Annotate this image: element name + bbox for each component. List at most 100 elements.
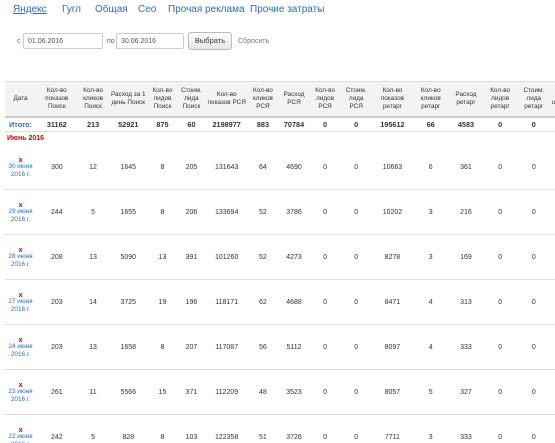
date-link[interactable]: 22 июня 2016 г. [8, 433, 33, 443]
data-cell: 169 [448, 234, 484, 280]
data-cell: 13 [550, 324, 555, 370]
nav-other-ads[interactable]: Прочая реклама [168, 4, 245, 15]
select-button[interactable]: Выбрать [188, 32, 232, 50]
data-cell: 3725 [108, 279, 148, 325]
nav-general[interactable]: Общая [95, 4, 128, 15]
nav-yandex[interactable]: Яндекс [13, 4, 47, 15]
column-header: Кол-во показов ретарг [371, 81, 414, 118]
column-header: Расход ретарг [448, 81, 484, 118]
data-cell: 62 [247, 279, 279, 325]
stats-table-container[interactable]: Дата Кол-во показов Поиск Кол-во кликов По… [5, 81, 555, 443]
delete-row-button[interactable]: x [18, 154, 23, 164]
data-cell: 0 [483, 369, 517, 415]
data-cell: 12 [77, 145, 109, 190]
table-row: x 24 июня 2016 г. 203 13 1658 8 207 117087 56 511… [5, 324, 555, 370]
date-link[interactable]: 28 июня 2016 г. [8, 253, 33, 268]
data-cell: 0 [483, 234, 517, 280]
column-header: Сред цена лид [550, 81, 555, 118]
date-link[interactable]: 30 июня 2016 г. [8, 163, 33, 178]
data-cell: 205 [176, 145, 206, 190]
data-cell: 0 [483, 414, 517, 443]
data-cell: 0 [309, 279, 341, 325]
date-link[interactable]: 23 июня 2016 г. [8, 388, 33, 403]
data-cell: 133694 [205, 189, 248, 235]
data-cell: 8 [147, 414, 177, 443]
total-cell: 195612 [371, 117, 414, 132]
column-header: Кол-во кликов ретарг [413, 81, 449, 118]
data-cell: 19 [550, 279, 555, 325]
delete-row-button[interactable]: x [18, 424, 23, 434]
data-cell: 0 [309, 234, 341, 280]
date-cell: x22 июня 2016 г. [5, 414, 37, 443]
data-cell: 3 [413, 234, 449, 280]
data-cell: 0 [309, 414, 341, 443]
delete-row-button[interactable]: x [18, 379, 23, 389]
column-header: Расход РСЯ [278, 81, 310, 118]
delete-row-button[interactable]: x [18, 244, 23, 254]
data-cell: 6 [413, 145, 449, 190]
date-link[interactable]: 27 июня 2016 г. [8, 298, 33, 313]
data-cell: 11 [77, 369, 109, 415]
nav-google[interactable]: Гугл [62, 4, 82, 15]
data-cell: 24 [550, 369, 555, 415]
data-cell: 13 [550, 414, 555, 443]
data-cell: 10202 [371, 189, 414, 235]
delete-row-button[interactable]: x [18, 334, 23, 344]
month-group-row: Июнь 2016 [5, 132, 555, 146]
data-cell: 203 [36, 324, 78, 370]
data-cell: 327 [448, 369, 484, 415]
column-header: Кол-во лидов РСЯ [309, 81, 341, 118]
table-row: x 29 июня 2016 г. 244 5 1655 8 206 133694 52 3786… [5, 189, 555, 235]
month-label: Июнь 2016 [7, 135, 45, 142]
data-cell: 4690 [278, 145, 310, 190]
data-cell: 0 [516, 145, 551, 190]
total-cell: 883 [247, 117, 279, 132]
data-cell: 14 [77, 279, 109, 325]
total-cell: 0 [309, 117, 341, 132]
data-cell: 0 [516, 234, 551, 280]
to-label: по [107, 38, 115, 45]
data-cell: 0 [516, 324, 551, 370]
nav-other-costs[interactable]: Прочие затраты [250, 4, 325, 15]
data-cell: 7711 [371, 414, 414, 443]
date-to-input[interactable]: 30.06.2016 [116, 33, 184, 49]
data-cell: 0 [340, 324, 372, 370]
date-link[interactable]: 29 июня 2016 г. [8, 208, 33, 223]
column-header: Кол-во кликов Поиск [77, 81, 109, 118]
date-cell: x 30 июня 2016 г. [5, 145, 37, 190]
data-cell: 131643 [205, 145, 248, 190]
data-cell: 52 [247, 189, 279, 235]
data-cell: 52 [247, 234, 279, 280]
column-header: Кол-во показов РСЯ [205, 81, 248, 118]
top-nav: Яндекс Гугл Общая Сео Прочая реклама Про… [0, 0, 555, 26]
total-cell: 52921 [108, 117, 148, 132]
data-cell: 13 [77, 234, 109, 280]
data-cell: 3786 [278, 189, 310, 235]
data-cell: 0 [483, 145, 517, 190]
reset-link[interactable]: Сбросить [238, 38, 270, 45]
date-from-input[interactable]: 01.06.2016 [23, 33, 103, 49]
delete-row-button[interactable]: x [18, 199, 23, 209]
data-cell: 3523 [278, 369, 310, 415]
data-cell: 333 [448, 324, 484, 370]
data-cell: 8 [147, 145, 177, 190]
data-cell: 261 [36, 369, 78, 415]
date-cell: x 28 июня 2016 г. [5, 234, 37, 280]
delete-row-button[interactable]: x [18, 289, 23, 299]
data-cell: 8 [147, 324, 177, 370]
data-cell: 300 [36, 145, 78, 190]
data-cell: 3726 [278, 414, 310, 443]
data-cell: 3 [413, 414, 449, 443]
data-cell: 15 [147, 369, 177, 415]
total-cell: 875 [147, 117, 177, 132]
data-cell: 0 [483, 279, 517, 325]
data-cell: 1645 [108, 145, 148, 190]
total-cell: 60 [176, 117, 206, 132]
total-cell: 0 [483, 117, 517, 132]
data-cell: 1658 [108, 324, 148, 370]
date-link[interactable]: 24 июня 2016 г. [8, 343, 33, 358]
total-cell: 0 [550, 117, 555, 132]
nav-seo[interactable]: Сео [138, 4, 157, 15]
column-header: Дата [5, 81, 37, 118]
data-cell: 203 [36, 279, 78, 325]
